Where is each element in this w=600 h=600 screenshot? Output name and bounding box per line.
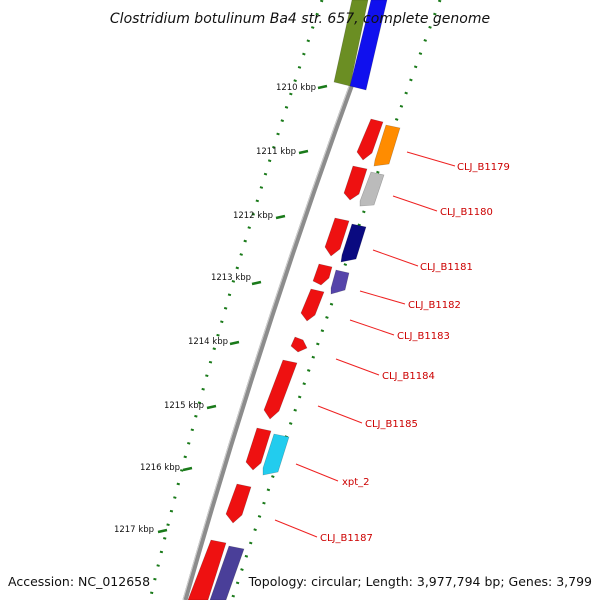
tick-label: 1215 kbp <box>164 401 204 411</box>
tick-label: 1213 kbp <box>211 273 251 283</box>
tick-label: 1211 kbp <box>256 147 296 157</box>
map-title: Clostridium botulinum Ba4 str. 657, comp… <box>110 11 490 27</box>
leader-line <box>274 519 318 538</box>
tick-mark <box>275 214 286 220</box>
label-leaders <box>274 151 456 538</box>
gene-feature[interactable] <box>373 124 401 167</box>
tick-mark <box>157 528 168 534</box>
tick-mark <box>182 466 193 472</box>
tick-label: 1212 kbp <box>233 211 273 221</box>
scale-labels: 1210 kbp 1211 kbp 1212 kbp 1213 kbp 1214… <box>114 83 316 535</box>
gene-feature[interactable] <box>209 545 245 600</box>
tick-label: 1214 kbp <box>188 337 228 347</box>
tick-label: 1216 kbp <box>140 463 180 473</box>
gene-feature[interactable] <box>324 217 350 257</box>
leader-line <box>372 249 419 267</box>
gene-feature[interactable] <box>356 118 384 161</box>
gene-feature[interactable] <box>290 336 308 353</box>
gene-features <box>187 0 401 600</box>
gene-feature[interactable] <box>330 269 350 295</box>
gene-feature[interactable] <box>312 263 333 286</box>
topology-text: Topology: circular; Length: 3,977,794 bp… <box>248 574 592 589</box>
leader-line <box>406 151 456 167</box>
gene-feature[interactable] <box>340 223 367 263</box>
gene-feature[interactable] <box>262 433 290 476</box>
gene-label[interactable]: CLJ_B1185 <box>365 419 418 430</box>
leader-line <box>335 358 380 376</box>
accession-text: Accession: NC_012658 <box>8 574 150 589</box>
gene-feature[interactable] <box>359 171 385 207</box>
scale-ticks <box>157 84 328 534</box>
gene-feature[interactable] <box>245 427 272 471</box>
gene-label[interactable]: CLJ_B1179 <box>457 162 510 173</box>
tick-mark <box>317 84 328 90</box>
tick-mark <box>298 149 309 155</box>
leader-line <box>295 463 339 482</box>
tick-label: 1210 kbp <box>276 83 316 93</box>
tick-mark <box>206 404 217 410</box>
gene-feature[interactable] <box>343 165 368 201</box>
leader-line <box>317 405 363 424</box>
gene-label[interactable]: CLJ_B1182 <box>408 300 461 311</box>
gene-feature[interactable] <box>300 288 325 322</box>
gene-label[interactable]: xpt_2 <box>342 477 370 488</box>
gene-labels: CLJ_B1179 CLJ_B1180 CLJ_B1181 CLJ_B1182 … <box>320 162 510 544</box>
leader-line <box>349 319 395 336</box>
tick-label: 1217 kbp <box>114 525 154 535</box>
leader-line <box>359 290 406 305</box>
gene-feature[interactable] <box>187 539 227 600</box>
gene-label[interactable]: CLJ_B1181 <box>420 262 473 273</box>
tick-mark <box>229 340 240 346</box>
tick-mark <box>251 280 262 286</box>
gene-label[interactable]: CLJ_B1187 <box>320 533 373 544</box>
gene-label[interactable]: CLJ_B1184 <box>382 371 435 382</box>
gene-label[interactable]: CLJ_B1180 <box>440 207 493 218</box>
gene-feature[interactable] <box>225 483 252 524</box>
gene-feature[interactable] <box>349 0 388 91</box>
gene-feature[interactable] <box>263 359 298 420</box>
leader-line <box>392 195 438 212</box>
gene-label[interactable]: CLJ_B1183 <box>397 331 450 342</box>
